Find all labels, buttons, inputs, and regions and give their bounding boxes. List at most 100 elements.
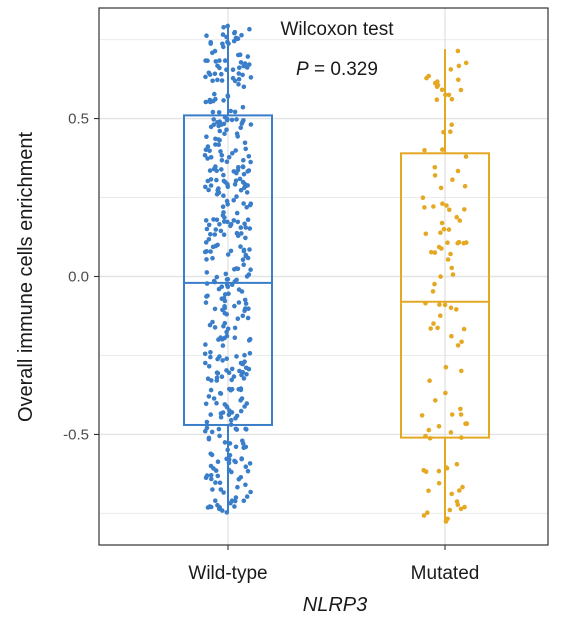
data-point <box>247 247 252 252</box>
data-point <box>238 187 244 193</box>
data-point <box>462 207 467 212</box>
data-point <box>233 444 239 450</box>
data-point <box>463 154 469 159</box>
data-point <box>225 219 230 225</box>
data-point <box>243 235 248 241</box>
data-point <box>222 131 227 136</box>
data-point <box>213 227 219 232</box>
data-point <box>216 426 222 432</box>
data-point <box>236 287 242 292</box>
data-point <box>228 222 234 227</box>
data-point <box>211 117 216 122</box>
data-point <box>237 65 242 70</box>
data-point <box>221 121 227 127</box>
data-point <box>217 128 223 134</box>
data-point <box>245 468 251 474</box>
data-point <box>215 242 220 248</box>
data-point <box>222 402 228 407</box>
data-point <box>448 251 453 257</box>
data-point <box>223 271 229 277</box>
data-point <box>229 377 234 383</box>
data-point <box>427 378 432 384</box>
data-point <box>240 72 245 78</box>
data-point <box>449 412 455 417</box>
data-point <box>220 32 226 37</box>
data-point <box>232 325 238 331</box>
data-point <box>244 65 250 70</box>
data-point <box>219 296 225 302</box>
data-point <box>204 33 209 38</box>
data-point <box>232 279 238 284</box>
data-point <box>456 77 461 83</box>
data-point <box>225 447 230 453</box>
data-point <box>232 182 238 187</box>
data-point <box>434 97 440 102</box>
data-point <box>231 198 236 203</box>
data-point <box>438 230 443 235</box>
data-point <box>247 202 253 208</box>
data-point <box>242 221 247 227</box>
y-tick-label: 0.0 <box>68 269 89 286</box>
data-point <box>439 87 445 93</box>
data-point <box>222 320 228 326</box>
data-point <box>230 151 235 156</box>
data-point <box>208 232 213 237</box>
data-point <box>449 333 454 339</box>
data-point <box>203 218 209 223</box>
data-point <box>457 488 462 493</box>
data-point <box>204 425 210 431</box>
data-point <box>463 60 469 66</box>
data-point <box>213 480 218 485</box>
data-point <box>208 387 214 393</box>
data-point <box>235 316 241 322</box>
data-point <box>238 386 244 391</box>
data-point <box>207 168 213 173</box>
data-point <box>425 510 430 515</box>
data-point <box>234 131 240 136</box>
data-point <box>203 99 209 105</box>
data-point <box>246 168 252 173</box>
data-point <box>208 124 214 130</box>
data-point <box>232 335 238 341</box>
data-point <box>229 117 235 123</box>
data-point <box>221 44 226 50</box>
data-point <box>225 23 230 29</box>
data-point <box>212 232 218 237</box>
data-point <box>224 510 230 515</box>
data-point <box>222 335 227 341</box>
data-point <box>231 218 237 223</box>
data-point <box>447 507 453 513</box>
data-point <box>459 339 464 345</box>
data-point <box>210 244 216 250</box>
data-point <box>248 267 253 273</box>
data-point <box>214 274 220 280</box>
box-mutated <box>400 152 490 439</box>
data-point <box>443 519 449 524</box>
data-point <box>443 390 448 396</box>
data-point <box>213 142 218 147</box>
data-point <box>455 48 461 54</box>
data-point <box>240 104 246 110</box>
data-point <box>224 198 230 204</box>
data-point <box>215 459 221 465</box>
data-point <box>218 415 224 420</box>
data-point <box>443 92 448 98</box>
data-point <box>240 257 246 263</box>
data-point <box>232 78 238 84</box>
data-point <box>225 284 231 290</box>
data-point <box>224 34 229 40</box>
data-point <box>244 190 250 195</box>
data-point <box>461 326 467 332</box>
data-point <box>210 109 216 115</box>
data-point <box>423 231 429 237</box>
data-point <box>435 79 440 84</box>
data-point <box>428 326 434 331</box>
data-point <box>208 41 213 46</box>
data-point <box>237 176 243 182</box>
data-point <box>207 72 213 77</box>
data-point <box>454 461 460 467</box>
data-point <box>205 376 211 382</box>
data-point <box>216 137 221 142</box>
data-point <box>217 433 222 439</box>
data-point <box>215 473 221 479</box>
